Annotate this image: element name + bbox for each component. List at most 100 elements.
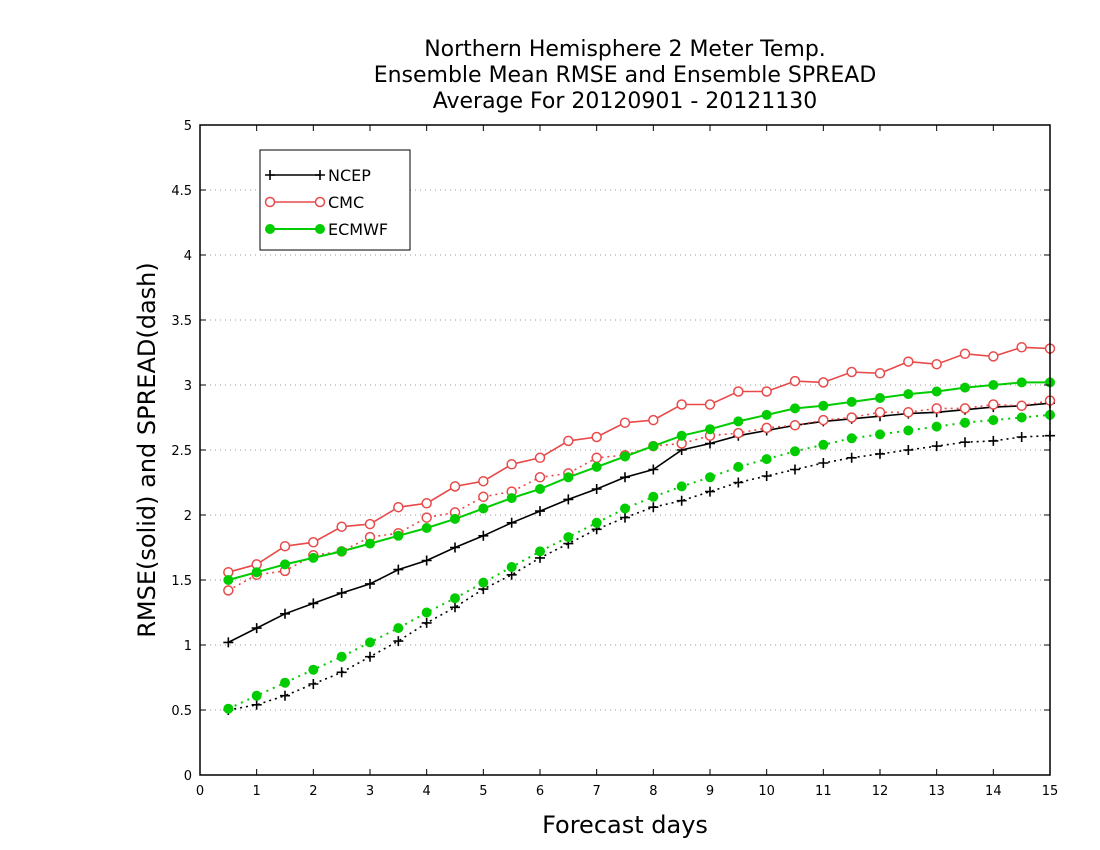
ncep-spread-point [308,679,319,689]
ecmwf-spread-point [1016,412,1027,423]
x-tick-label: 5 [479,784,487,799]
ncep-spread-point [875,448,885,459]
ncep-rmse-point [280,608,290,619]
legend-marker-ncep [315,170,325,180]
cmc-rmse-line [228,346,1051,573]
x-tick-label: 14 [985,784,1002,799]
ncep-rmse-line [227,402,1051,644]
ecmwf-spread-point [308,664,319,675]
cmc-rmse-point [506,459,517,470]
cmc-rmse-point [1016,342,1027,353]
ecmwf-rmse-point [733,416,744,427]
series-ecmwf [223,377,1055,714]
ecmwf-rmse-point [223,575,234,585]
ecmwf-rmse-point [790,403,800,414]
ecmwf-rmse-point [648,441,659,452]
cmc-spread-line [227,399,1051,592]
legend-marker-cmc [314,196,326,208]
ecmwf-rmse-point [365,538,375,549]
cmc-spread-point [478,491,489,503]
ncep-rmse-point [591,484,602,494]
cmc-rmse-point [591,431,602,443]
cmc-spread-point [223,585,234,596]
cmc-rmse-point [903,356,914,367]
ecmwf-rmse-point [535,484,545,494]
ecmwf-spread-line [227,413,1051,710]
y-tick-label: 2 [184,509,192,524]
x-tick-label: 2 [309,784,317,799]
ecmwf-rmse-point [818,400,829,411]
ncep-spread-point [251,699,262,710]
ecmwf-spread-point [761,454,772,465]
y-tick-label: 4 [184,249,192,264]
ecmwf-rmse-point [705,424,715,435]
legend-box [259,149,411,251]
cmc-spread-point [988,399,999,410]
ncep-rmse-point [336,588,347,598]
ncep-rmse-point [251,623,262,634]
legend-marker-cmc [264,196,276,208]
cmc-rmse-point [393,501,404,513]
title-line-3: Average For 20120901 - 20121130 [433,89,818,114]
ncep-rmse-point [365,578,375,589]
ecmwf-rmse-point [676,430,687,441]
ncep-rmse-point [506,517,517,528]
cmc-rmse-point [478,475,489,487]
y-tick-label: 0.5 [171,704,192,719]
y-tick-label: 4.5 [171,184,192,199]
ecmwf-rmse-point [960,382,970,393]
cmc-spread-point [874,407,886,418]
cmc-spread-point [733,427,744,439]
cmc-spread-point [1016,400,1027,412]
ecmwf-rmse-point [450,513,460,524]
ncep-spread-line [228,434,1051,711]
ncep-spread-point [620,512,630,523]
x-axis-title: Forecast days [542,811,708,839]
ecmwf-rmse-point [421,523,432,533]
cmc-rmse-point [988,351,999,362]
ncep-spread-point [336,667,347,678]
ecmwf-rmse-point [251,567,262,578]
ecmwf-spread-point [535,546,545,557]
ncep-spread-point [1016,432,1027,442]
ecmwf-spread-point [676,481,687,492]
y-tick-label: 2.5 [171,444,192,459]
ncep-spread-point [450,602,460,613]
ncep-spread-point [790,464,800,475]
ecmwf-spread-point [563,532,574,543]
ecmwf-spread-point [988,415,999,426]
ncep-rmse-point [563,494,574,505]
cmc-rmse-point [421,498,432,509]
series-ncep [223,398,1055,715]
ecmwf-spread-point [251,690,262,701]
cmc-rmse-point [818,377,829,388]
ncep-rmse-point [648,464,659,475]
x-tick-label: 12 [872,784,889,799]
cmc-spread-point [421,512,432,523]
x-tick-label: 6 [536,784,544,799]
cmc-rmse-point [619,417,631,428]
ecmwf-spread-point [620,503,630,514]
legend-label-ncep: NCEP [328,166,371,185]
ncep-spread-point [960,437,970,448]
ncep-spread-point [421,617,432,628]
y-tick-label: 1.5 [171,574,192,589]
x-tick-label: 11 [815,784,832,799]
ecmwf-spread-point [790,446,800,457]
ncep-spread-point [903,445,914,455]
x-tick-label: 0 [196,784,204,799]
ncep-spread-point [648,502,659,513]
x-axis: 0 1 2 3 4 5 6 7 8 9 10 11 12 13 14 15 [196,125,1058,799]
cmc-spread-point [591,452,602,464]
ncep-spread-point [676,495,687,506]
ecmwf-rmse-point [761,409,772,420]
cmc-rmse-point [874,368,886,379]
ecmwf-spread-point [818,439,829,450]
cmc-rmse-point [676,399,687,410]
ncep-rmse-point [223,637,234,648]
ncep-spread-point [818,458,829,468]
ecmwf-spread-point [591,517,602,528]
ecmwf-spread-point [393,623,404,634]
legend-marker-ncep [265,170,275,180]
ecmwf-rmse-point [846,396,857,407]
